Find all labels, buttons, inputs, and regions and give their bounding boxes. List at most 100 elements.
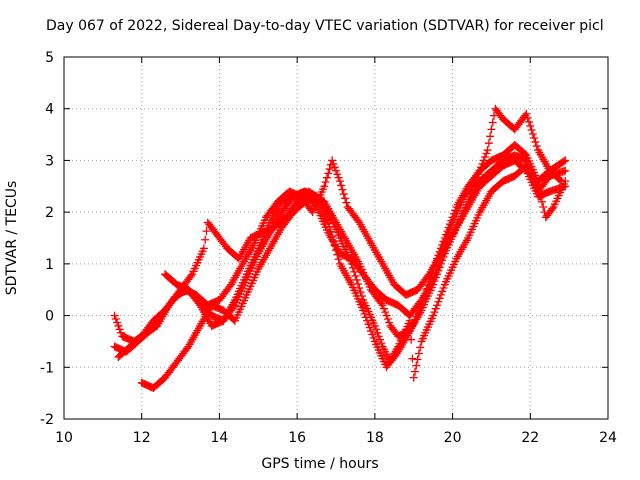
data-point: [439, 283, 448, 292]
data-point: [429, 275, 438, 284]
data-point: [522, 156, 531, 165]
data-point: [341, 194, 350, 203]
data-point: [186, 271, 195, 280]
series-arc-5: [161, 151, 570, 330]
data-point: [385, 318, 394, 327]
y-tick-label: 2: [45, 205, 54, 221]
data-point: [334, 173, 343, 182]
y-tick-label: -2: [40, 412, 54, 428]
data-point: [202, 227, 211, 236]
data-point: [433, 301, 442, 310]
data-point: [444, 223, 453, 232]
data-point: [350, 267, 359, 276]
data-point: [381, 308, 390, 317]
data-point: [114, 321, 123, 330]
chart-title: Day 067 of 2022, Sidereal Day-to-day VTE…: [46, 18, 604, 34]
data-point: [548, 204, 557, 213]
data-series: [110, 104, 570, 392]
data-point: [111, 315, 120, 324]
data-point: [440, 234, 449, 242]
x-tick-label: 18: [366, 430, 384, 446]
data-point: [338, 185, 347, 194]
data-point: [436, 290, 445, 299]
data-point: [539, 202, 548, 211]
data-point: [486, 132, 495, 141]
data-point: [416, 297, 425, 306]
x-tick-label: 10: [55, 430, 73, 446]
data-point: [330, 163, 339, 172]
data-point: [325, 165, 334, 174]
data-point: [113, 318, 122, 327]
data-point: [416, 343, 425, 352]
data-point: [376, 335, 385, 344]
data-point: [530, 134, 539, 143]
x-tick-label: 22: [521, 430, 539, 446]
data-point: [434, 297, 443, 306]
data-point: [225, 282, 234, 291]
data-point: [356, 288, 365, 297]
data-point: [488, 118, 497, 127]
data-point: [368, 330, 377, 339]
data-point: [445, 220, 454, 229]
data-point: [359, 306, 368, 315]
data-point: [524, 117, 533, 126]
data-point: [559, 157, 568, 166]
data-point: [561, 177, 570, 186]
data-point: [408, 354, 417, 363]
data-point: [116, 328, 125, 337]
data-point: [377, 299, 386, 308]
y-tick-label: 5: [45, 50, 54, 66]
data-point: [526, 166, 535, 175]
data-point: [322, 173, 331, 182]
x-tick-label: 14: [211, 430, 229, 446]
data-point: [320, 182, 329, 191]
data-point: [199, 244, 208, 253]
data-point: [365, 323, 374, 332]
data-point: [352, 275, 361, 284]
y-tick-label: 3: [45, 153, 54, 169]
x-tick-label: 20: [444, 430, 462, 446]
data-point: [342, 198, 351, 207]
data-point: [201, 235, 210, 244]
data-point: [438, 287, 447, 296]
data-point: [522, 109, 531, 118]
data-point: [532, 142, 541, 151]
data-point: [339, 190, 348, 199]
data-point: [561, 156, 570, 165]
data-point: [364, 320, 373, 329]
data-point: [438, 251, 447, 260]
data-point: [447, 216, 456, 225]
data-point: [411, 367, 420, 376]
data-point: [561, 166, 570, 175]
data-point: [448, 213, 457, 222]
data-point: [430, 271, 439, 280]
data-point: [407, 335, 416, 344]
data-point: [360, 309, 369, 318]
data-point: [431, 268, 440, 277]
data-point: [528, 129, 537, 138]
series-arc-4: [137, 161, 570, 392]
data-point: [537, 197, 546, 206]
data-point: [527, 170, 536, 179]
data-point: [523, 159, 532, 168]
data-point: [531, 138, 540, 147]
x-tick-label: 12: [133, 430, 151, 446]
data-point: [443, 227, 452, 236]
data-point: [377, 339, 386, 348]
data-point: [429, 311, 438, 320]
plot-border: [63, 56, 609, 420]
data-point: [351, 271, 360, 280]
data-point: [324, 218, 333, 227]
data-point: [530, 177, 539, 186]
x-tick-label: 24: [599, 430, 617, 446]
data-point: [337, 181, 346, 190]
data-point: [370, 321, 379, 330]
data-point: [524, 163, 533, 172]
data-point: [363, 316, 372, 325]
data-point: [531, 180, 540, 189]
data-point: [556, 175, 565, 184]
y-tick-label: 0: [45, 309, 54, 325]
